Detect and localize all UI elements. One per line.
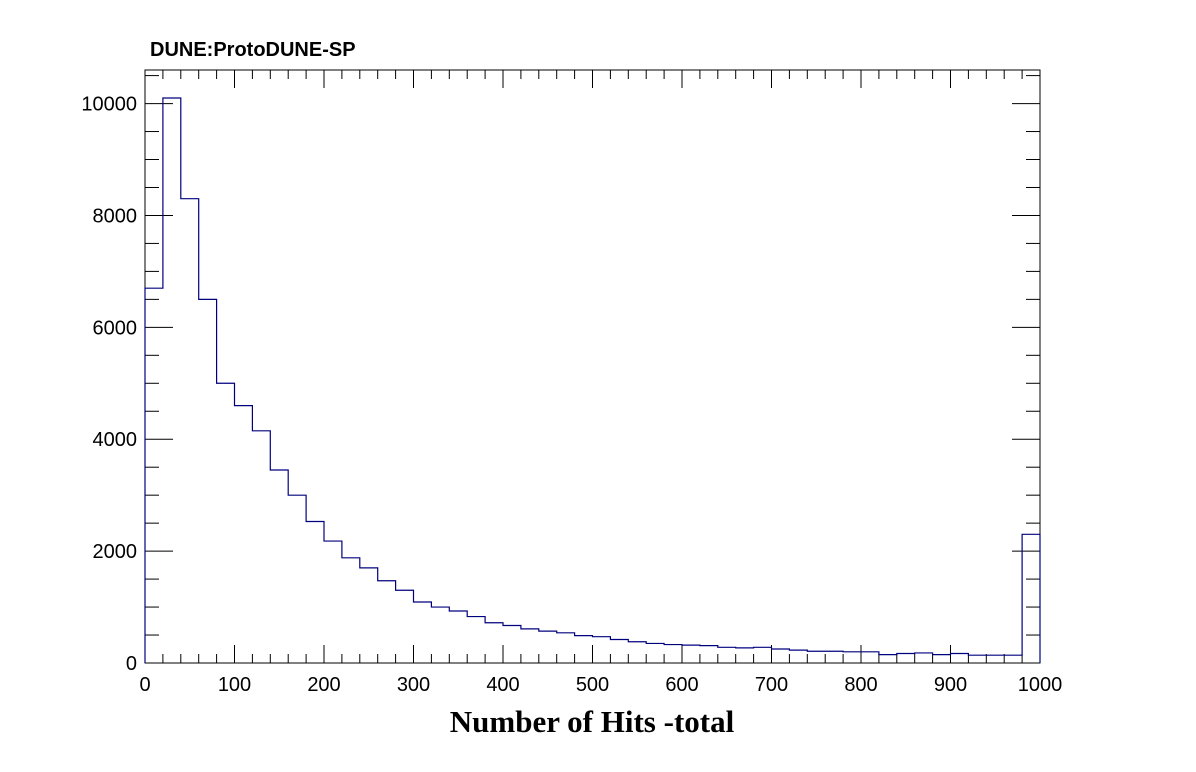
histogram-bin (807, 651, 825, 663)
histogram-bin (968, 655, 986, 663)
histogram-bin (628, 642, 646, 663)
x-tick-label: 500 (576, 674, 609, 696)
x-tick-label: 0 (139, 674, 150, 696)
histogram-bin (342, 558, 360, 663)
histogram-bin (199, 299, 217, 663)
histogram-bin (485, 623, 503, 663)
y-axis: 0 2000 4000 6000 8000 10000 (81, 75, 1040, 675)
x-tick-label: 1000 (1018, 674, 1063, 696)
histogram-bin (861, 652, 879, 663)
histogram-bin (521, 629, 539, 663)
histogram-bin (217, 383, 235, 663)
histogram-bin (539, 631, 557, 663)
histogram-bin (664, 645, 682, 663)
y-tick-label: 10000 (81, 94, 137, 116)
histogram-bin (897, 653, 915, 663)
y-tick-label: 2000 (93, 541, 138, 563)
x-axis: 0 100 200 300 400 500 600 700 800 900 1000 (139, 70, 1062, 696)
histogram-bin (825, 651, 843, 663)
y-tick-label: 0 (126, 653, 137, 675)
histogram-bin (378, 581, 396, 663)
histogram-bin (449, 611, 467, 663)
histogram-bin (718, 647, 736, 663)
y-tick-label: 8000 (93, 205, 138, 227)
histogram-bin (288, 495, 306, 663)
histogram-bin (789, 650, 807, 663)
chart-title: DUNE:ProtoDUNE-SP (150, 39, 356, 61)
histogram-bin (843, 652, 861, 663)
histogram-outline (144, 97, 1041, 663)
histogram-bin (163, 98, 181, 663)
histogram-bin (1004, 655, 1022, 663)
histogram-bin (879, 655, 897, 663)
histogram-bin (396, 590, 414, 663)
histogram-bin (557, 633, 575, 663)
histogram-bin (1022, 534, 1040, 663)
histogram-bin (467, 617, 485, 663)
histogram-bin (414, 602, 432, 663)
x-tick-label: 200 (307, 674, 340, 696)
x-tick-label: 800 (844, 674, 877, 696)
histogram-bin (145, 288, 163, 663)
histogram-bin (610, 640, 628, 663)
histogram-bin (431, 607, 449, 663)
x-tick-label: 300 (397, 674, 430, 696)
x-tick-label: 400 (486, 674, 519, 696)
x-tick-label: 900 (934, 674, 967, 696)
histogram-bin (646, 643, 664, 663)
histogram-bin (915, 653, 933, 663)
y-tick-label: 6000 (93, 317, 138, 339)
histogram-bin (252, 431, 270, 663)
histogram-bin (181, 199, 199, 663)
histogram-bin (593, 637, 611, 663)
histogram-bars (145, 98, 1040, 663)
histogram-bin (503, 626, 521, 663)
histogram-bin (682, 645, 700, 663)
histogram-bin (754, 647, 772, 663)
histogram-bin (933, 655, 951, 663)
histogram-bin (324, 541, 342, 663)
histogram-bin (270, 470, 288, 663)
histogram-bin (575, 636, 593, 663)
histogram-bin (360, 568, 378, 663)
x-tick-label: 700 (755, 674, 788, 696)
x-tick-label: 600 (665, 674, 698, 696)
y-tick-label: 4000 (93, 429, 138, 451)
histogram-bin (951, 653, 969, 663)
histogram-bin (306, 521, 324, 663)
histogram-bin (700, 646, 718, 663)
histogram-bin (235, 406, 253, 663)
x-tick-label: 100 (218, 674, 251, 696)
histogram-bin (986, 655, 1004, 663)
histogram-bin (772, 649, 790, 663)
histogram-bin (736, 648, 754, 663)
x-axis-label: Number of Hits -total (450, 704, 735, 739)
